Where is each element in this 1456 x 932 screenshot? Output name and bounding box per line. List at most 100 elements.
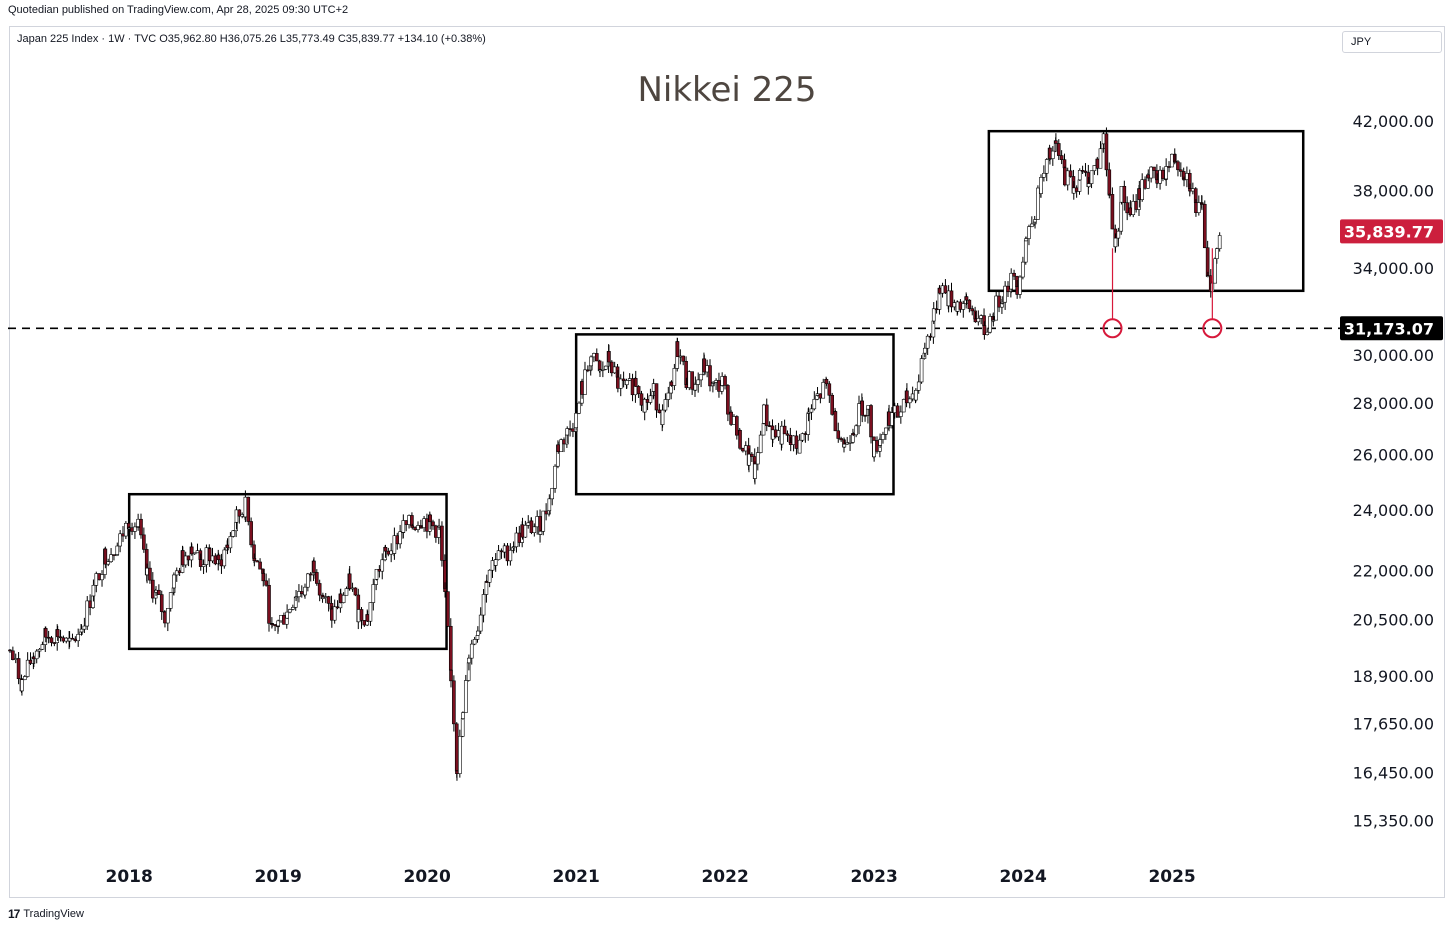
candle-body	[183, 555, 188, 566]
y-tick-label: 38,000.00	[1353, 182, 1434, 201]
candle-body	[594, 353, 599, 362]
candle-body	[794, 435, 799, 449]
candle-body	[526, 522, 531, 526]
candle-body	[598, 369, 602, 372]
candle-body	[338, 593, 343, 603]
candle-body	[25, 659, 30, 677]
candle-body	[1140, 179, 1144, 200]
candle-body	[508, 549, 513, 562]
candle-body	[321, 597, 325, 599]
candle-body	[332, 606, 337, 621]
candle-body	[13, 658, 18, 660]
candle-body	[448, 625, 453, 671]
candle-body	[699, 373, 703, 381]
y-tick-label: 20,500.00	[1353, 610, 1434, 629]
candle-body	[216, 554, 221, 561]
candle-body	[994, 295, 998, 321]
candle-body	[651, 383, 656, 392]
candle-body	[544, 510, 548, 515]
candle-body	[121, 533, 125, 537]
candle-body	[1202, 203, 1207, 249]
candle-body	[869, 405, 873, 438]
candle-body	[890, 412, 894, 426]
candle-body	[565, 428, 570, 436]
candle-body	[645, 399, 650, 403]
candle-body	[174, 570, 179, 576]
candle-body	[350, 587, 355, 590]
candle-body	[538, 531, 543, 535]
candle-body	[28, 659, 33, 664]
currency-selector[interactable]: JPY	[1342, 31, 1442, 53]
candle-body	[907, 398, 912, 404]
candle-body	[639, 393, 644, 406]
candle-body	[124, 522, 128, 537]
candle-body	[159, 594, 164, 612]
candle-body	[335, 606, 340, 609]
candle-body	[210, 555, 215, 562]
y-tick-label: 24,000.00	[1353, 501, 1434, 520]
candle-body	[91, 584, 96, 597]
candle-body	[1200, 203, 1204, 205]
candle-body	[514, 532, 519, 548]
candle-body	[410, 525, 415, 528]
candle-body	[177, 570, 182, 573]
candle-body	[267, 584, 271, 624]
candle-body	[32, 656, 36, 660]
candle-body	[362, 620, 367, 626]
candle-body	[991, 319, 996, 322]
y-tick-label: 28,000.00	[1353, 394, 1434, 413]
candle-body	[496, 550, 501, 560]
candle-body	[970, 308, 975, 312]
candle-body	[294, 596, 298, 599]
candle-body	[523, 525, 528, 538]
candle-body	[356, 609, 361, 623]
candle-body	[1137, 188, 1142, 200]
candle-body	[145, 567, 149, 576]
candle-body	[726, 385, 730, 415]
candle-body	[446, 591, 450, 627]
candle-body	[985, 331, 990, 336]
candle-body	[416, 525, 420, 530]
candle-body	[1173, 160, 1177, 163]
candle-body	[946, 290, 951, 307]
candle-body	[142, 534, 146, 550]
candle-body	[493, 559, 498, 566]
candle-body	[922, 347, 927, 354]
candle-body	[478, 614, 483, 632]
candle-body	[94, 573, 99, 586]
candle-body	[1113, 237, 1118, 248]
x-tick-label: 2023	[850, 867, 897, 887]
candle-body	[627, 378, 632, 381]
candle-body	[100, 574, 104, 581]
candle-body	[625, 380, 629, 386]
candle-body	[222, 549, 227, 567]
candle-body	[1063, 167, 1067, 186]
candle-body	[1119, 201, 1124, 232]
candle-body	[1027, 226, 1031, 239]
candle-body	[997, 295, 1001, 308]
candle-body	[20, 679, 24, 692]
candle-body	[842, 443, 847, 448]
candle-body	[1021, 261, 1025, 278]
candle-body	[395, 535, 400, 545]
candle-body	[55, 629, 60, 638]
candle-body	[255, 560, 260, 563]
candle-body	[642, 399, 647, 413]
candle-body	[940, 285, 945, 294]
candle-body	[568, 428, 572, 430]
candle-body	[562, 439, 566, 445]
candle-body	[830, 394, 834, 415]
candle-body	[824, 378, 829, 385]
candle-body	[520, 524, 525, 538]
candle-body	[1056, 143, 1061, 156]
candle-body	[299, 591, 304, 595]
candle-body	[85, 600, 90, 627]
candle-body	[982, 325, 987, 336]
candle-body	[434, 525, 438, 538]
candle-body	[681, 355, 686, 362]
candle-body	[40, 644, 45, 650]
y-tick-label: 15,350.00	[1353, 811, 1434, 830]
candle-body	[1119, 186, 1124, 203]
candle-body	[1152, 166, 1156, 171]
